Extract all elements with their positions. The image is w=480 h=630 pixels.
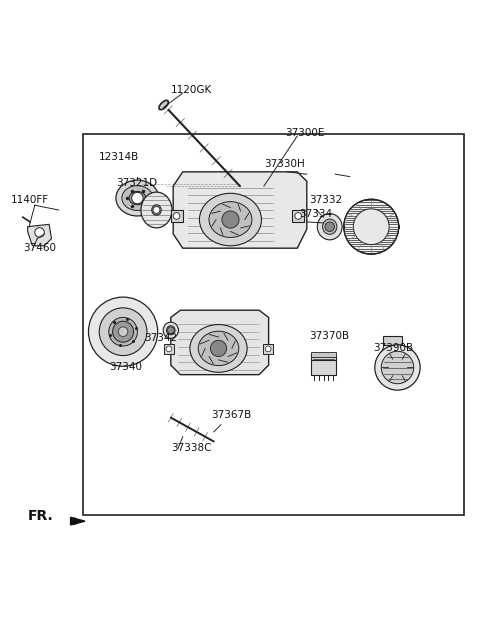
Text: 37460: 37460 (23, 243, 56, 253)
Text: 1140FF: 1140FF (11, 195, 49, 205)
Circle shape (325, 222, 335, 231)
Polygon shape (136, 350, 148, 357)
Circle shape (222, 211, 239, 228)
Polygon shape (98, 307, 110, 313)
Circle shape (173, 213, 180, 219)
Bar (311, 355, 336, 375)
Ellipse shape (198, 331, 239, 365)
Circle shape (265, 346, 271, 352)
Text: 37321D: 37321D (116, 178, 157, 188)
Text: 12314B: 12314B (99, 152, 140, 162)
Circle shape (132, 192, 143, 204)
Ellipse shape (129, 192, 146, 205)
Text: 37300E: 37300E (285, 128, 324, 138)
Ellipse shape (344, 199, 399, 254)
Ellipse shape (88, 297, 157, 366)
Bar (171, 210, 183, 222)
Polygon shape (146, 336, 155, 345)
Text: 37370B: 37370B (309, 331, 349, 341)
Ellipse shape (159, 100, 168, 110)
Polygon shape (127, 300, 136, 309)
Polygon shape (98, 345, 104, 357)
Ellipse shape (122, 186, 153, 210)
Ellipse shape (163, 322, 179, 338)
Polygon shape (149, 319, 156, 332)
Polygon shape (123, 358, 135, 364)
Ellipse shape (99, 308, 147, 355)
Polygon shape (28, 224, 51, 246)
Ellipse shape (317, 214, 342, 240)
Ellipse shape (209, 202, 252, 238)
Polygon shape (110, 355, 119, 364)
Polygon shape (383, 336, 402, 345)
Polygon shape (111, 299, 123, 306)
Ellipse shape (167, 326, 175, 335)
Circle shape (35, 227, 44, 238)
Ellipse shape (141, 192, 172, 228)
Circle shape (113, 321, 133, 342)
Polygon shape (173, 172, 307, 248)
Polygon shape (142, 307, 148, 319)
Text: 37390B: 37390B (373, 343, 414, 353)
Polygon shape (91, 319, 100, 328)
Ellipse shape (353, 209, 389, 244)
Circle shape (166, 346, 172, 352)
Ellipse shape (116, 180, 159, 216)
Polygon shape (71, 517, 85, 525)
Text: FR.: FR. (28, 509, 53, 523)
Text: 1120GK: 1120GK (171, 85, 212, 95)
Ellipse shape (199, 193, 262, 246)
Text: 37334: 37334 (300, 209, 333, 219)
Text: 37330H: 37330H (264, 159, 305, 169)
Circle shape (332, 353, 336, 357)
Ellipse shape (381, 352, 414, 384)
Bar (311, 352, 336, 357)
Circle shape (210, 340, 227, 357)
Circle shape (118, 327, 128, 336)
Polygon shape (171, 310, 269, 375)
Text: 37338C: 37338C (171, 443, 211, 453)
Polygon shape (90, 332, 97, 344)
Bar (83, 134, 464, 515)
Ellipse shape (190, 324, 247, 372)
Text: 37342: 37342 (144, 333, 178, 343)
Bar (263, 343, 274, 354)
Text: 37367B: 37367B (211, 410, 252, 420)
Circle shape (168, 327, 174, 334)
Text: 37332: 37332 (309, 195, 342, 205)
Ellipse shape (323, 219, 337, 234)
Circle shape (295, 213, 301, 219)
Ellipse shape (109, 318, 137, 346)
Bar (292, 210, 304, 222)
Text: 37340: 37340 (109, 362, 142, 372)
Bar (164, 343, 174, 354)
Circle shape (153, 207, 160, 214)
Ellipse shape (375, 345, 420, 390)
Ellipse shape (152, 205, 161, 215)
Circle shape (311, 353, 315, 357)
